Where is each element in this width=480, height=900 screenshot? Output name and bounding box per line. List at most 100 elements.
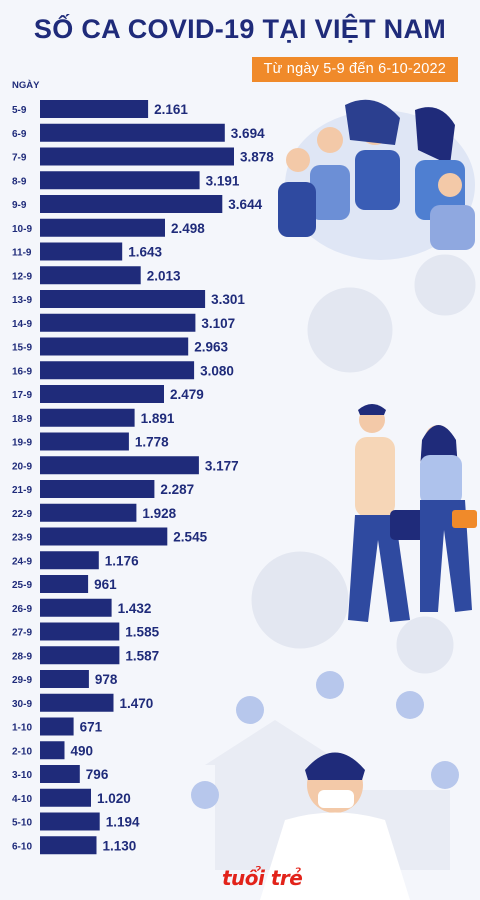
category-label: 18-9 [12,414,32,425]
house-roof-shape [205,720,345,765]
bar [40,337,189,356]
category-label: 23-9 [12,533,32,544]
value-label: 2.161 [154,102,188,117]
value-label: 1.585 [125,625,159,640]
category-label: 14-9 [12,319,32,330]
category-label: 28-9 [12,651,32,662]
category-label: 13-9 [12,295,32,306]
bar [40,670,89,688]
bar [40,503,137,522]
bar [40,575,89,593]
bar [40,765,80,783]
bar [40,551,99,570]
bar [40,527,168,546]
chart-title: SỐ CA COVID-19 TẠI VIỆT NAM [33,14,447,44]
category-label: 19-9 [12,438,32,449]
category-label: 3-10 [12,770,32,781]
bar [40,788,91,807]
value-label: 3.644 [228,197,262,212]
value-label: 2.013 [147,268,181,283]
value-label: 3.694 [231,126,265,141]
value-label: 490 [71,743,94,758]
category-label: 25-9 [12,580,32,591]
category-label: 29-9 [12,675,32,686]
value-label: 796 [86,767,109,782]
value-label: 1.020 [97,791,131,806]
category-label: 16-9 [12,366,32,377]
value-label: 1.891 [141,411,175,426]
bar [40,741,65,760]
category-label: 22-9 [12,509,32,520]
value-label: 671 [80,720,103,735]
bar [40,717,74,736]
bar [40,598,112,617]
bar [40,480,155,498]
bar [40,290,206,308]
value-label: 3.107 [201,316,235,331]
category-label: 7-9 [12,153,27,164]
category-label: 21-9 [12,485,32,496]
bar [40,432,129,451]
category-label: 5-10 [12,818,32,829]
value-label: 3.301 [211,292,245,307]
category-label: 4-10 [12,794,32,805]
category-label: 2-10 [12,746,32,757]
value-label: 2.498 [171,221,205,236]
bar [40,408,135,427]
category-label: 11-9 [12,248,32,259]
category-label: 27-9 [12,628,32,639]
value-label: 1.176 [105,553,139,568]
value-label: 1.928 [142,506,176,521]
value-label: 3.878 [240,150,274,165]
bar [40,385,164,403]
value-label: 2.545 [173,530,207,545]
value-label: 1.194 [106,815,140,830]
bar [40,266,141,285]
virus-icon [307,287,393,373]
bar [40,836,97,855]
value-label: 1.587 [125,648,159,663]
category-label: 5-9 [12,105,27,116]
value-label: 1.130 [103,838,137,853]
y-axis-label: NGÀY [12,80,40,91]
value-label: 2.287 [160,482,194,497]
bar [40,171,200,190]
value-label: 1.643 [128,245,162,260]
value-label: 3.080 [200,363,234,378]
value-label: 3.177 [205,458,239,473]
bar [40,218,165,237]
bar [40,622,120,641]
value-label: 1.432 [118,601,152,616]
virus-icon [414,254,476,316]
value-label: 3.191 [206,173,240,188]
virus-icon [396,616,454,674]
bar [40,812,100,831]
crowd-illustration [278,99,475,260]
category-label: 9-9 [12,200,27,211]
category-label: 17-9 [12,390,32,401]
category-label: 10-9 [12,224,32,235]
category-label: 12-9 [12,271,32,282]
bar [40,147,234,166]
value-label: 2.963 [194,340,228,355]
bar [40,456,199,475]
doctor-illustration [191,671,459,900]
category-label: 6-10 [12,841,32,852]
value-label: 1.470 [120,696,154,711]
value-label: 978 [95,672,118,687]
bar [40,123,225,142]
bar [40,100,149,118]
value-label: 1.778 [135,435,169,450]
tuoi-tre-logo: tuổi trẻ [222,866,303,890]
bar [40,313,196,332]
category-label: 20-9 [12,461,32,472]
virus-icon [251,551,349,649]
bar [40,693,114,712]
bar [40,646,120,665]
bar [40,195,223,213]
bar [40,361,195,380]
date-range-badge: Từ ngày 5-9 đến 6-10-2022 [251,57,458,82]
bar [40,242,123,261]
